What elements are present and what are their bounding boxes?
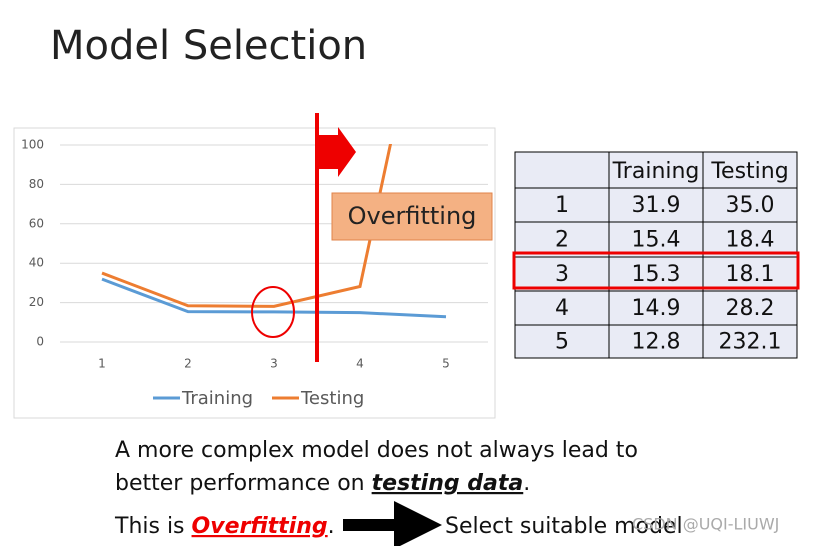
table-cell: 31.9 [632,193,681,218]
annotation: Overfitting [348,202,477,230]
x-tick-label: 2 [184,357,192,371]
table-cell: 15.4 [632,228,681,253]
column-header: Testing [710,159,788,184]
chart: 0 20 40 60 80 100 1 2 3 4 5 Training Testing [21,138,488,409]
slide-title: Model Selection [50,23,367,69]
table: Training Testing 1 31.9 35.0 2 15.4 18.4 3 15.3 18… [514,151,798,359]
arrow [318,127,356,177]
series-line [101,277,447,319]
table-cell: 5 [555,330,569,355]
table-cell: 2 [555,228,569,253]
table-cell: 28.2 [726,296,775,321]
column-header: Training [612,159,700,184]
table-cell: 35.0 [726,193,775,218]
watermark: CSDN @UQI-LIUWJ [632,515,779,534]
annotation-box [331,192,493,241]
table-bg [514,151,798,359]
table-cell: 3 [555,262,569,287]
y-tick-label: 60 [29,216,44,230]
legend-label: Testing [300,388,364,409]
y-tick-label: 100 [21,138,44,152]
x-tick-label: 3 [270,357,278,371]
table-cell: 18.4 [726,228,775,253]
table-cell: 12.8 [632,330,681,355]
y-tick-label: 40 [29,256,44,270]
body-text: This is Overfitting. [114,514,335,539]
body-text: This is [114,514,185,539]
conclusion: Select suitable model [445,514,683,539]
x-tick-label: 4 [356,357,364,371]
legend-label: Training [181,388,253,409]
table-cell: 4 [555,296,569,321]
body-text: . [523,471,530,496]
emphasis: testing data [372,471,524,496]
table-cell: 1 [555,193,569,218]
table-cell: 15.3 [632,262,681,287]
body-text: better performance on testing data. [115,471,530,496]
highlight-circle [251,286,295,338]
emphasis: Overfitting [192,514,328,539]
table-cell: 18.1 [726,262,775,287]
table-cell: 232.1 [719,330,782,355]
y-tick-label: 80 [29,177,44,191]
body-text: better performance on [115,471,365,496]
y-tick-label: 20 [29,295,44,309]
body-text: . [328,514,335,539]
body-text: A more complex model does not always lea… [115,438,638,463]
series-line [101,144,393,308]
row-highlight [512,251,800,290]
chart-frame [13,127,496,419]
x-tick-label: 5 [442,357,450,371]
x-tick-label: 1 [98,357,106,371]
y-tick-label: 0 [36,335,44,349]
table-cell: 14.9 [632,296,681,321]
